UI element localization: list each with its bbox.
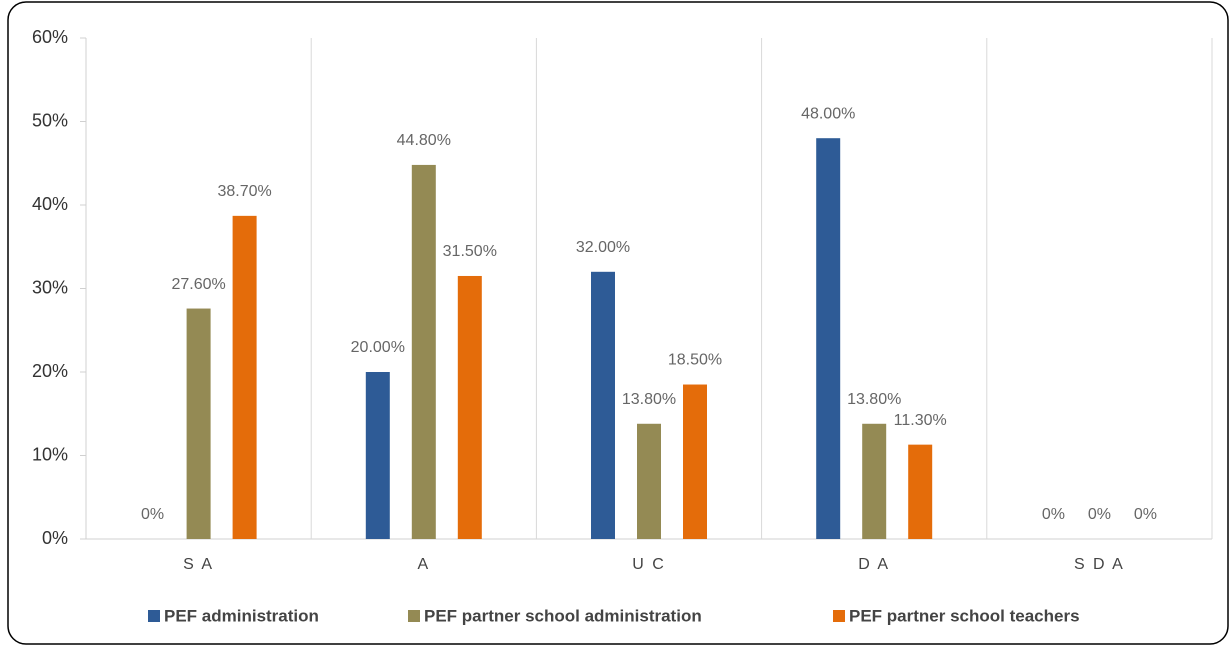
legend-label: PEF administration	[164, 606, 319, 625]
x-tick-label: D A	[858, 556, 890, 573]
x-tick-label: A	[417, 556, 430, 573]
value-label: 38.70%	[217, 183, 271, 200]
value-label: 0%	[1088, 506, 1111, 523]
bar	[637, 423, 661, 539]
bar	[365, 372, 390, 539]
value-label: 27.60%	[171, 276, 225, 293]
value-label: 11.30%	[894, 412, 947, 429]
x-tick-label: U C	[632, 556, 666, 573]
x-tick-label: S A	[183, 556, 214, 573]
value-label: 0%	[1042, 506, 1065, 523]
value-label: 13.80%	[622, 391, 676, 408]
y-tick-label: 20%	[32, 361, 68, 381]
x-tick-label: S D A	[1074, 556, 1125, 573]
value-label: 0%	[1134, 506, 1157, 523]
bar	[683, 384, 707, 539]
bar	[232, 215, 257, 540]
value-label: 44.80%	[397, 132, 451, 149]
bar	[908, 444, 933, 539]
bar	[591, 271, 615, 539]
y-tick-label: 0%	[42, 528, 68, 548]
value-label: 18.50%	[668, 352, 722, 369]
legend-label: PEF partner school teachers	[849, 606, 1080, 625]
y-tick-label: 30%	[32, 277, 68, 297]
bar	[457, 275, 482, 539]
bar	[186, 308, 211, 539]
value-label: 32.00%	[576, 239, 630, 256]
bar	[816, 138, 841, 539]
value-label: 13.80%	[847, 391, 901, 408]
y-tick-label: 10%	[32, 444, 68, 464]
y-tick-label: 50%	[32, 110, 68, 130]
legend-label: PEF partner school administration	[424, 606, 702, 625]
y-tick-label: 60%	[32, 27, 68, 47]
value-label: 31.50%	[443, 243, 497, 260]
value-label: 0%	[141, 506, 164, 523]
legend-swatch	[833, 610, 845, 622]
bar	[411, 164, 436, 540]
value-label: 48.00%	[801, 105, 855, 122]
bar	[862, 423, 887, 539]
y-tick-label: 40%	[32, 194, 68, 214]
legend-swatch	[148, 610, 160, 622]
legend-swatch	[408, 610, 420, 622]
value-label: 20.00%	[351, 339, 405, 356]
